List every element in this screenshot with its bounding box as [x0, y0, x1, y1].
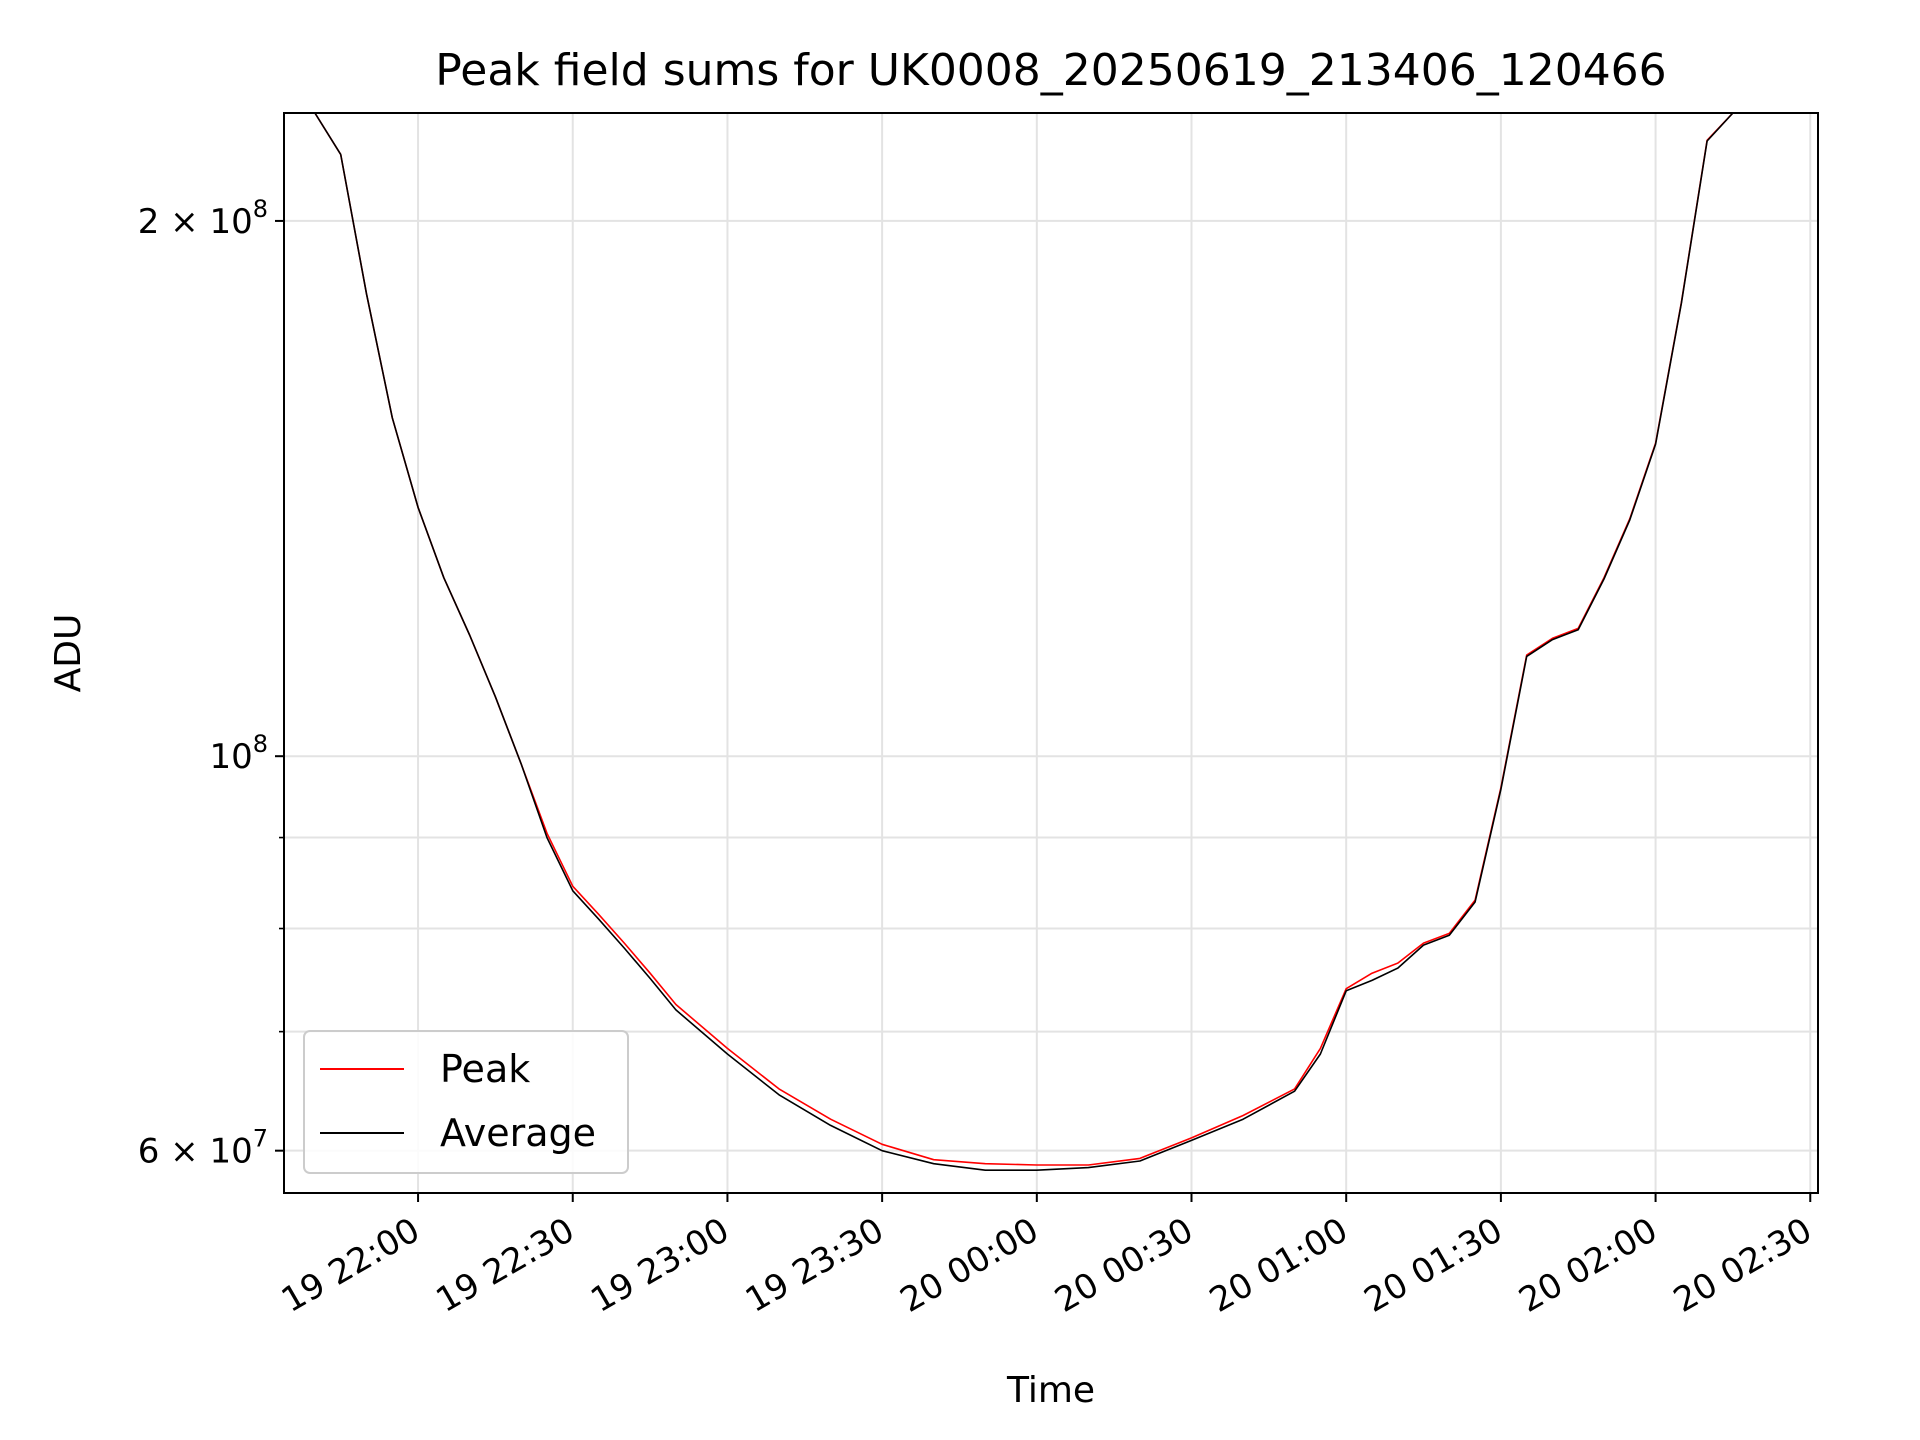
plot-frame [283, 112, 1819, 1194]
y-tick-label: 2 × 108 [138, 195, 268, 242]
chart-title: Peak field sums for UK0008_20250619_2134… [435, 45, 1666, 96]
y-tick-label: 6 × 107 [138, 1125, 268, 1172]
legend-box [303, 1030, 629, 1174]
legend-label-peak: Peak [440, 1047, 530, 1091]
y-tick-base: 10 [209, 1132, 252, 1172]
legend-label-average: Average [440, 1111, 596, 1155]
series-line-average [284, 113, 1734, 1171]
x-axis-label: Time [1006, 1370, 1095, 1411]
y-tick-mantissa: 2 × [138, 202, 210, 242]
grid [284, 113, 1818, 1193]
y-tick-mantissa: 6 × [138, 1132, 210, 1172]
y-tick-label: 108 [209, 730, 268, 777]
series-layer [284, 113, 1734, 1171]
y-tick-exponent: 8 [253, 730, 268, 758]
y-tick-exponent: 7 [253, 1125, 268, 1153]
y-tick-base: 10 [209, 202, 252, 242]
legend: Peak Average [303, 1030, 629, 1174]
y-axis-label: ADU [48, 614, 89, 693]
y-tick-exponent: 8 [253, 195, 268, 223]
y-tick-base: 10 [209, 737, 252, 777]
